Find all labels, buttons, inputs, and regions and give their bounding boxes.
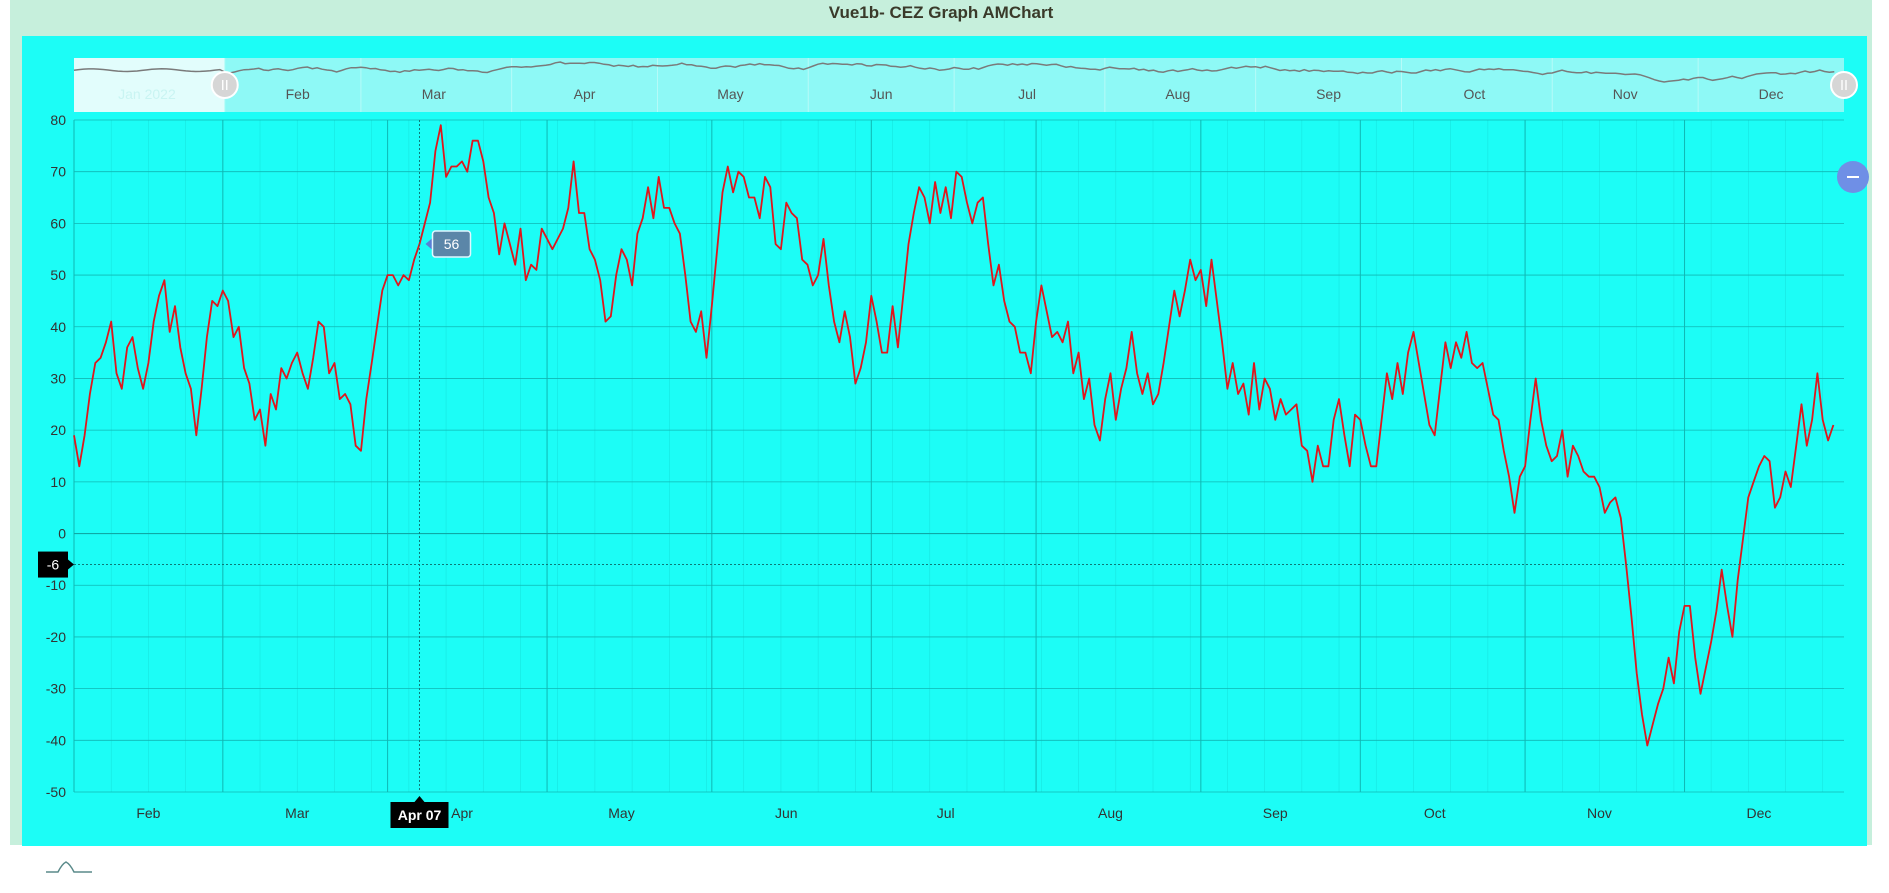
tooltip: 56 — [425, 230, 472, 258]
x-tick-label: May — [608, 805, 634, 821]
scrollbar-unselected — [74, 58, 225, 112]
scrollbar-month-label: Jan 2022 — [118, 86, 176, 102]
cursor-value-box — [38, 551, 68, 578]
scrollbar-grip[interactable] — [210, 71, 239, 99]
scrollbar-month-label: Apr — [574, 86, 596, 102]
x-tick-label: Dec — [1747, 805, 1772, 821]
y-tick-label: 0 — [58, 526, 66, 542]
tooltip-box — [431, 230, 472, 258]
scrollbar-month-label: Oct — [1464, 86, 1486, 102]
x-tick-label: Oct — [1424, 805, 1446, 821]
cursor-date-pointer — [414, 796, 425, 802]
grip-icon — [210, 71, 239, 99]
y-tick-label: 40 — [50, 319, 66, 335]
y-tick-label: 30 — [50, 370, 66, 386]
cursor-date-text: Apr 07 — [398, 807, 442, 823]
scrollbar-month-label: Mar — [422, 86, 446, 102]
cursor-date-label: Apr 07 — [390, 796, 449, 828]
y-tick-label: 70 — [50, 164, 66, 180]
y-tick-label: 60 — [50, 215, 66, 231]
grip-icon — [1830, 71, 1858, 99]
chart-area[interactable]: 80 70 60 50 40 30 20 10 0 -10 -20 -30 -40 -50 Feb Mar Ap… — [22, 36, 1869, 873]
chart-thumbnail-icon — [46, 861, 92, 873]
y-tick-label: -10 — [46, 577, 66, 593]
y-tick-label: 50 — [50, 267, 66, 283]
scrollbar-series — [73, 61, 1835, 83]
app-title: Vue1b- CEZ Graph AMChart — [828, 3, 1054, 22]
cursor-value-label: -6 — [38, 551, 74, 578]
x-tick-label: Aug — [1098, 805, 1123, 821]
y-tick-label: -50 — [46, 784, 66, 800]
x-tick-label: Jul — [937, 805, 955, 821]
chart-svg[interactable]: 80 70 60 50 40 30 20 10 0 -10 -20 -30 -40 -50 Feb Mar Ap… — [22, 36, 1867, 846]
x-tick-label: Sep — [1263, 805, 1288, 821]
scrollbar: Jan 2022 Feb Mar Apr May Jun Jul Aug Sep Oct Nov De… — [73, 58, 1844, 112]
x-tick-label: Apr — [451, 805, 473, 821]
y-tick-label: 20 — [50, 422, 66, 438]
zoom-out-button[interactable] — [1837, 161, 1869, 193]
series-line — [73, 124, 1835, 747]
scrollbar-track — [74, 58, 1844, 112]
y-tick-label: 80 — [50, 112, 66, 128]
x-tick-label: Mar — [285, 805, 309, 821]
scrollbar-grip[interactable] — [1830, 71, 1858, 99]
scrollbar-month-label: Jun — [870, 86, 893, 102]
tooltip-text: 56 — [444, 236, 460, 252]
cursor-value-text: -6 — [47, 557, 60, 573]
y-tick-label: -40 — [46, 732, 66, 748]
x-tick-label: Feb — [136, 805, 160, 821]
y-tick-label: -30 — [46, 681, 66, 697]
scrollbar-month-label: Feb — [286, 86, 310, 102]
cursor-value-pointer — [68, 559, 74, 570]
scrollbar-month-label: Aug — [1165, 86, 1190, 102]
x-tick-label: Jun — [775, 805, 798, 821]
scrollbar-month-label: May — [717, 86, 743, 102]
scrollbar-month-label: Nov — [1613, 86, 1638, 102]
tooltip-pointer — [425, 238, 433, 251]
scrollbar-month-label: Sep — [1316, 86, 1341, 102]
y-tick-label: -20 — [46, 629, 66, 645]
cursor-date-box — [390, 802, 449, 828]
y-tick-label: 10 — [50, 474, 66, 490]
x-tick-label: Nov — [1587, 805, 1612, 821]
scrollbar-month-label: Jul — [1018, 86, 1036, 102]
grid-lines — [73, 119, 1844, 793]
scrollbar-month-label: Dec — [1759, 86, 1784, 102]
